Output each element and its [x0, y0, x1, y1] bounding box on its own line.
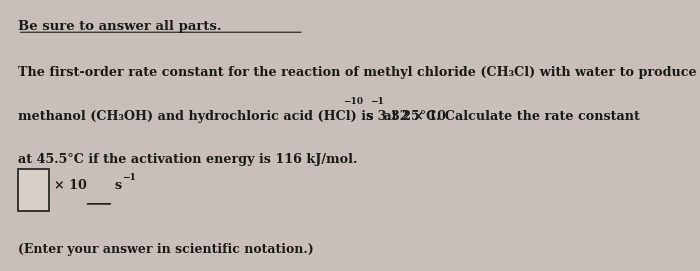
Text: at 25°C. Calculate the rate constant: at 25°C. Calculate the rate constant [379, 110, 640, 123]
FancyBboxPatch shape [18, 169, 49, 211]
Text: −1: −1 [122, 173, 136, 182]
Text: methanol (CH₃OH) and hydrochloric acid (HCl) is 3.32 × 10: methanol (CH₃OH) and hydrochloric acid (… [18, 110, 446, 123]
Text: The first-order rate constant for the reaction of methyl chloride (CH₃Cl) with w: The first-order rate constant for the re… [18, 66, 696, 79]
Text: Be sure to answer all parts.: Be sure to answer all parts. [18, 20, 221, 33]
Text: × 10: × 10 [54, 179, 87, 192]
Text: −10: −10 [343, 97, 363, 106]
Text: at 45.5°C if the activation energy is 116 kJ/mol.: at 45.5°C if the activation energy is 11… [18, 153, 357, 166]
Text: s: s [115, 179, 122, 192]
Text: (Enter your answer in scientific notation.): (Enter your answer in scientific notatio… [18, 243, 314, 256]
Text: s: s [362, 110, 374, 123]
Text: −1: −1 [370, 97, 384, 106]
